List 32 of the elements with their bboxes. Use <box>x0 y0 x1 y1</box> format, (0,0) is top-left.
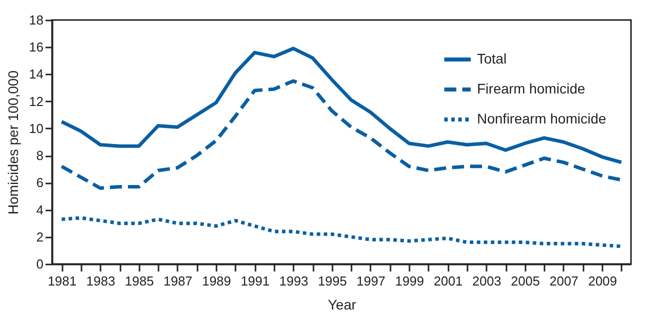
x-tick-label: 2005 <box>510 274 540 288</box>
y-tick-label: 0 <box>36 256 44 272</box>
y-tick-label: 14 <box>29 66 44 82</box>
x-tick-label: 1995 <box>318 274 347 288</box>
x-tick-label: 1993 <box>279 274 308 288</box>
y-tick-label: 18 <box>29 12 44 28</box>
x-tick-label: 1985 <box>124 274 154 288</box>
y-tick-label: 4 <box>36 202 44 218</box>
x-tick-label: 2009 <box>588 274 618 288</box>
x-tick-label: 2003 <box>472 274 502 288</box>
x-tick-label: 1989 <box>202 274 232 288</box>
y-tick-label: 8 <box>36 148 44 164</box>
line-series <box>60 46 624 164</box>
legend-label: Total <box>477 50 507 66</box>
y-tick-label: 2 <box>36 229 44 244</box>
y-tick-label: 16 <box>29 40 44 55</box>
x-axis-title: Year <box>328 296 356 312</box>
x-tick-label: 1983 <box>86 274 116 288</box>
x-tick-label: 2001 <box>434 274 463 288</box>
legend-label: Firearm homicide <box>477 80 586 96</box>
y-tick-label: 10 <box>29 120 44 136</box>
x-tick-label: 1981 <box>48 274 77 288</box>
legend-label: Nonfirearm homicide <box>477 110 606 126</box>
x-tick-label: 2007 <box>549 274 578 288</box>
y-tick-label: 12 <box>29 94 44 109</box>
x-tick-label: 1991 <box>240 274 270 288</box>
x-tick-label: 1999 <box>395 274 424 288</box>
y-tick-label: 6 <box>36 175 44 190</box>
x-tick-label: 1997 <box>356 274 386 288</box>
x-tick-label: 1987 <box>163 274 192 288</box>
y-axis-title: Homicides per 100,000 <box>5 70 22 214</box>
line-series <box>60 216 624 248</box>
